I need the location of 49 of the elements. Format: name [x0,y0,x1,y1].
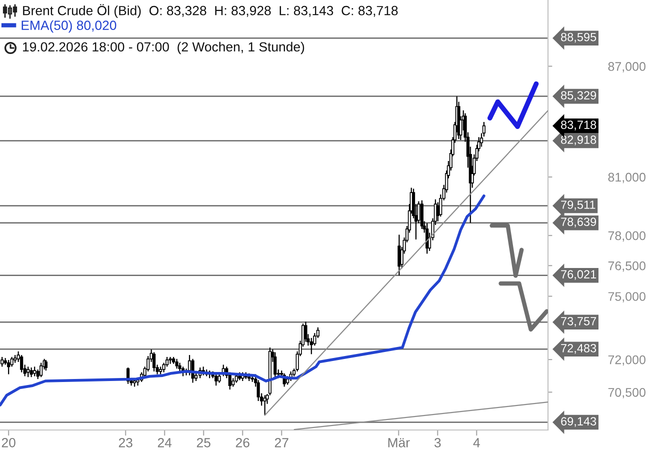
candlestick [175,358,178,370]
ref-line-label: 78,639 [561,218,596,228]
text: 83,718 [561,120,596,130]
y-tick-label: 87,000 [608,62,646,72]
candlestick [274,352,277,379]
x-tick-label: 23 [118,438,132,448]
ref-line-label: 76,021 [561,270,596,280]
x-tick-label: 25 [196,438,210,448]
x-tick-label: 27 [274,438,288,448]
candlestick [398,234,401,276]
candlestick [26,366,30,378]
x-tick-label: 24 [158,438,172,448]
text: 19.02.2026 18:00 - 07:00 (2 Wochen, 1 Stunde) [23,42,304,54]
candlestick [420,200,424,230]
y-tick-label: 78,000 [608,231,646,242]
ref-line-label: 73,757 [561,316,596,327]
ref-line-label: 82,918 [561,136,596,146]
y-tick-label: 75,000 [608,292,646,302]
y-tick-label: 76,500 [608,261,646,272]
ref-line-label: 72,483 [561,344,596,354]
x-tick-label: Mär [388,438,410,448]
line-series [487,81,539,129]
ref-line-label: 85,329 [561,91,596,101]
candlestick [310,337,313,355]
candlestick [168,356,172,364]
candlestick [20,354,24,373]
candlestick [0,356,4,368]
candlestick [304,321,308,342]
candlestick [214,372,218,386]
ref-line-label: 69,143 [561,417,596,427]
candlestick [33,366,36,377]
x-tick-label: 3 [434,438,441,448]
candlestick [40,362,43,378]
ref-line-label: 88,595 [561,32,596,43]
y-tick-label: 72,000 [608,355,646,366]
x-tick-label: 26 [236,438,250,448]
x-tick-label: 20 [2,438,16,448]
y-tick-label: 81,000 [608,172,646,184]
candlestick [188,354,192,376]
line-series [0,194,486,406]
chart-title: Brent Crude Öl (Bid) O: 83,328 H: 83,928 L: 83,143 C: 83,718 [23,4,398,18]
candlestick [7,359,10,375]
x-tick-label: 4 [473,438,480,448]
y-tick-label: 70,500 [608,388,646,398]
ref-line-label: 79,511 [561,200,596,210]
legend-label: EMA(50) 80,020 [22,20,116,33]
candlestick [263,394,266,416]
candlestick [152,352,156,372]
candlestick [30,366,33,378]
